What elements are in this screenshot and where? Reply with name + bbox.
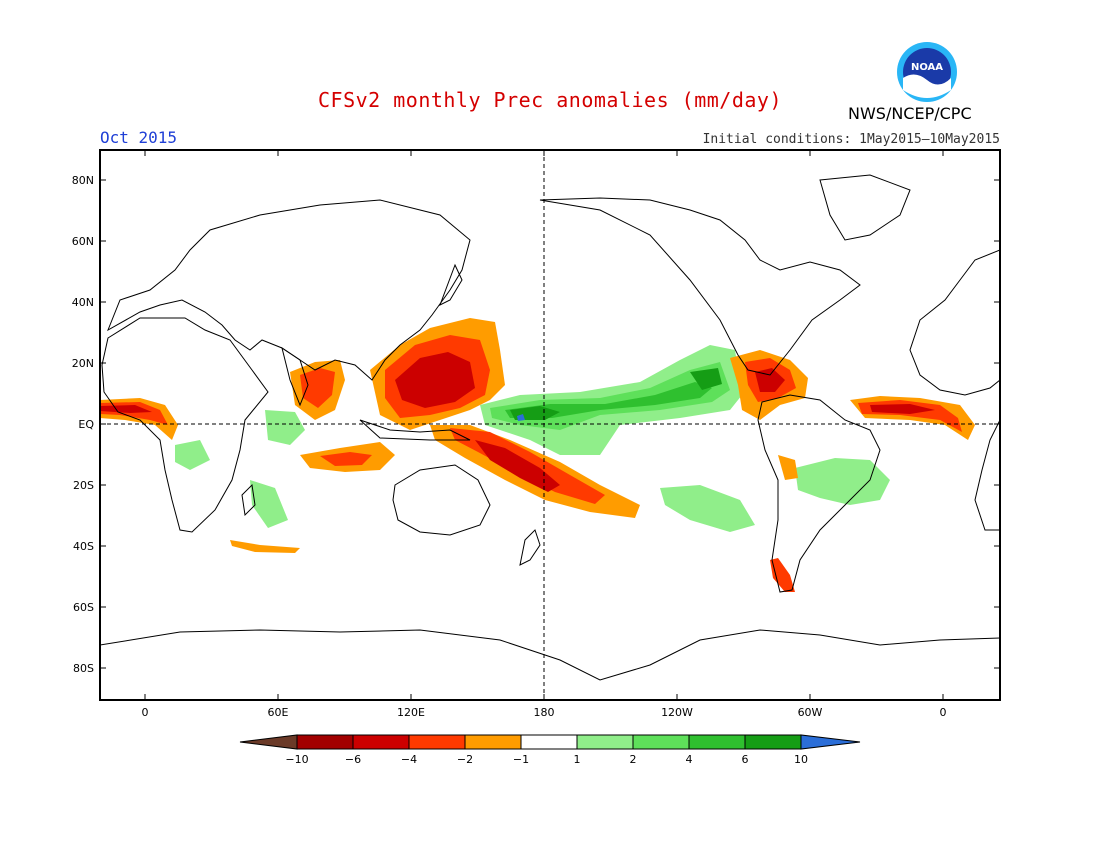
lat-tick-label: 60S: [73, 601, 94, 614]
colorbar-label: −10: [285, 753, 308, 766]
east-indian-ocean-dry-core: [320, 452, 372, 466]
colorbar-label: −1: [513, 753, 529, 766]
colorbar-bin: [744, 734, 802, 750]
colorbar-bin: [576, 734, 634, 750]
coastlines: [100, 174, 1000, 681]
coast-europe-right: [909, 249, 1000, 396]
caribbean-dry-center: [755, 368, 785, 392]
coast-south-america: [757, 394, 881, 593]
lat-tick-label: 80N: [72, 174, 94, 187]
agency-label: NWS/NCEP/CPC: [848, 104, 972, 123]
coast-new-zealand: [519, 529, 541, 566]
initial-conditions: Initial conditions: 1May2015–10May2015: [702, 132, 1000, 147]
colorbar-max-arrow: [800, 734, 861, 750]
colorbar-min-arrow: [239, 734, 298, 750]
coast-india: [281, 346, 309, 407]
colorbar-bin: [464, 734, 522, 750]
coast-africa-right: [974, 419, 1000, 531]
west-indian-ocean-wet: [265, 410, 305, 445]
patagonia-dry: [770, 558, 795, 592]
coast-north-america: [539, 197, 861, 376]
equatorial-pacific-wet-core: [505, 382, 712, 418]
chart-title: CFSv2 monthly Prec anomalies (mm/day): [317, 88, 783, 112]
lat-tick-label: 60N: [72, 235, 94, 248]
lat-tick-label: 40S: [73, 540, 94, 553]
coast-madagascar: [241, 483, 256, 517]
coast-japan: [439, 263, 463, 307]
map-frame: [99, 149, 1001, 701]
colorbar-label: 10: [794, 753, 808, 766]
south-indian-ocean-dry: [230, 540, 300, 553]
colorbar-label: −2: [457, 753, 473, 766]
colorbar-label: 4: [686, 753, 693, 766]
bay-of-bengal-dry-core: [300, 368, 335, 408]
coast-africa: [101, 317, 269, 533]
coast-antarctica: [100, 629, 1000, 681]
coast-indonesia: [359, 419, 471, 441]
lat-tick-label: EQ: [78, 418, 94, 431]
lat-tick-label: 20N: [72, 357, 94, 370]
lon-tick-label: 180: [534, 706, 555, 719]
max-wet-cell: [517, 414, 525, 421]
lat-tick-label: 40N: [72, 296, 94, 309]
southeast-pacific-wet: [660, 485, 755, 532]
colorbar-label: 6: [742, 753, 749, 766]
east-pacific-wet-center: [690, 368, 722, 390]
lat-tick-label: 80S: [73, 662, 94, 675]
east-africa-wet: [175, 440, 210, 470]
lon-tick-label: 60W: [798, 706, 823, 719]
lon-tick-label: 0: [940, 706, 947, 719]
colorbar-label: −4: [401, 753, 417, 766]
lon-tick-label: 120W: [661, 706, 693, 719]
lat-tick-label: 20S: [73, 479, 94, 492]
colorbar-bin: [296, 734, 354, 750]
colorbar-bin: [632, 734, 690, 750]
colorbar-bin: [688, 734, 746, 750]
coast-europe-asia: [107, 199, 471, 381]
forecast-month: Oct 2015: [100, 128, 178, 147]
colorbar: −10 −6 −4 −2 −1 1 2 4 6 10: [239, 734, 861, 766]
philippine-dry-center: [395, 352, 475, 408]
lon-tick-label: 0: [142, 706, 149, 719]
lon-tick-label: 120E: [397, 706, 425, 719]
coast-australia: [392, 464, 491, 536]
lon-tick-label: 60E: [268, 706, 289, 719]
colorbar-bin: [408, 734, 466, 750]
south-america-wet: [795, 458, 890, 505]
colorbar-bin: [520, 734, 578, 750]
colorbar-bin: [352, 734, 410, 750]
colorbar-label: 2: [630, 753, 637, 766]
colorbar-label: 1: [574, 753, 581, 766]
coast-greenland: [819, 174, 911, 241]
gulf-of-guinea-dry-center: [100, 405, 152, 413]
noaa-logo: NOAA: [897, 42, 957, 102]
equatorial-atlantic-dry-center: [870, 404, 935, 414]
spcz-dry-center: [475, 440, 560, 492]
latitude-ticks: 80N 60N 40N 20N EQ 20S 40S 60S 80S: [72, 174, 1000, 675]
andes-dry: [778, 455, 798, 480]
longitude-ticks: 0 60E 120E 180 120W 60W 0: [142, 150, 947, 719]
logo-text: NOAA: [911, 62, 943, 73]
anomaly-shading: [100, 318, 975, 592]
colorbar-label: −6: [345, 753, 361, 766]
southern-africa-wet: [250, 480, 288, 528]
